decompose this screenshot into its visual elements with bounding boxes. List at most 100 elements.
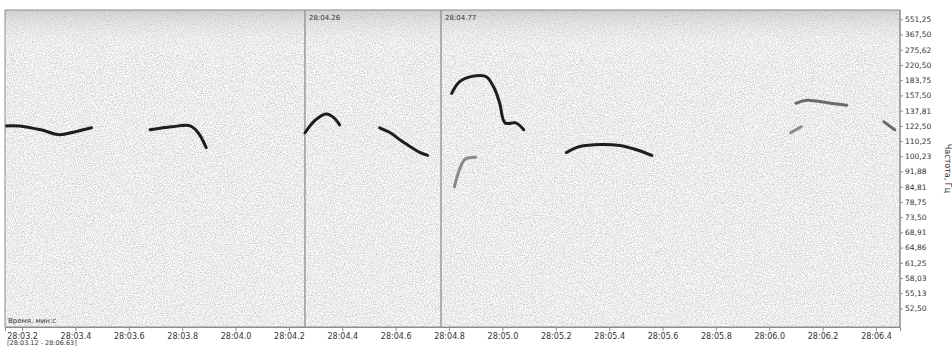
y-tick-label: 91,88 (905, 167, 927, 176)
x-tick-mark (182, 327, 183, 331)
contour (380, 128, 428, 156)
y-tick-mark (900, 156, 903, 157)
y-tick-mark (900, 263, 903, 264)
contour (454, 157, 475, 186)
y-tick-mark (900, 141, 903, 142)
x-tick-label: 28:03.8 (167, 332, 198, 341)
x-tick-mark (823, 327, 824, 331)
x-tick-label: 28:04.6 (381, 332, 412, 341)
contour (884, 122, 895, 130)
x-tick-mark (75, 327, 76, 331)
x-tick: 28:06.0 (754, 327, 785, 341)
x-tick-label: 28:05.0 (488, 332, 519, 341)
x-tick: 28:04.6 (381, 327, 412, 341)
y-tick-label: 61,25 (905, 259, 927, 268)
y-tick-mark (900, 95, 903, 96)
y-tick-mark (900, 232, 903, 233)
y-tick-label: 157,50 (905, 91, 931, 100)
y-tick-label: 84,81 (905, 183, 927, 192)
contour (452, 75, 524, 129)
contour (796, 100, 847, 105)
y-tick-mark (900, 126, 903, 127)
y-tick-mark (900, 80, 903, 81)
y-tick-mark (900, 65, 903, 66)
y-tick-mark (900, 50, 903, 51)
y-tick-label: 183,75 (905, 76, 931, 85)
x-tick-mark (716, 327, 717, 331)
y-tick-mark (900, 171, 903, 172)
y-tick-mark (900, 111, 903, 112)
contour (791, 127, 802, 133)
chart: 28:04.2628:04.7728:03.228:03.428:03.628:… (0, 0, 952, 348)
y-tick-label: 58,03 (905, 274, 927, 283)
x-tick: 28:04.2 (274, 327, 305, 341)
x-axis: 28:03.228:03.428:03.628:03.828:04.028:04… (6, 327, 901, 341)
x-tick-mark (289, 327, 290, 331)
x-tick-mark (769, 327, 770, 331)
y-tick-label: 220,50 (905, 61, 931, 70)
y-axis-title: Частота, Гц (943, 144, 952, 194)
x-tick: 28:06.4 (861, 327, 892, 341)
y-tick-label: 137,81 (905, 107, 931, 116)
x-tick-mark (663, 327, 664, 331)
x-tick-label: 28:03.6 (114, 332, 145, 341)
x-tick-label: 28:06.2 (808, 332, 839, 341)
y-tick-label: 73,50 (905, 213, 927, 222)
y-tick-label: 55,13 (905, 289, 927, 298)
x-tick-label: 28:04.0 (221, 332, 252, 341)
x-tick-label: 28:05.2 (541, 332, 572, 341)
x-tick-mark (236, 327, 237, 331)
y-tick-label: 68,91 (905, 228, 927, 237)
x-tick-label: 28:05.6 (648, 332, 679, 341)
x-tick: 28:04.0 (221, 327, 252, 341)
subtitle: [28:03.12 - 28:06.63] (7, 339, 77, 347)
contour (5, 126, 91, 135)
x-axis-line (6, 328, 901, 332)
contour (566, 144, 651, 155)
x-tick-mark (342, 327, 343, 331)
y-tick-label: 367,50 (905, 30, 931, 39)
x-tick: 28:05.0 (488, 327, 519, 341)
y-tick-mark (900, 35, 903, 36)
y-tick-label: 122,50 (905, 122, 931, 131)
y-tick-mark (900, 217, 903, 218)
y-tick-label: 52,50 (905, 304, 927, 313)
y-tick-mark (900, 187, 903, 188)
y-tick-label: 110,25 (905, 137, 931, 146)
x-tick-mark (876, 327, 877, 331)
x-tick-label: 28:04.2 (274, 332, 305, 341)
y-tick-mark (900, 278, 903, 279)
x-tick-mark (502, 327, 503, 331)
y-tick-label: 551,25 (905, 15, 931, 24)
x-tick: 28:05.2 (541, 327, 572, 341)
marker-label: 28:04.26 (309, 14, 341, 22)
x-tick: 28:05.4 (594, 327, 625, 341)
x-tick: 28:05.6 (648, 327, 679, 341)
noise (5, 10, 900, 327)
x-tick-mark (129, 327, 130, 331)
x-tick: 28:04.8 (434, 327, 465, 341)
x-tick-label: 28:04.4 (327, 332, 358, 341)
marker-line (440, 10, 442, 327)
y-tick-mark (900, 248, 903, 249)
x-tick-label: 28:05.8 (701, 332, 732, 341)
background (5, 10, 900, 327)
y-axis-line (900, 10, 901, 327)
plot-area (5, 10, 895, 327)
noise-band (5, 10, 900, 55)
y-tick-mark (900, 202, 903, 203)
y-tick-label: 275,62 (905, 46, 931, 55)
x-tick-label: 28:05.4 (594, 332, 625, 341)
y-tick-label: 78,75 (905, 198, 927, 207)
y-tick-mark (900, 308, 903, 309)
x-tick-label: 28:04.8 (434, 332, 465, 341)
x-tick-mark (556, 327, 557, 331)
x-tick: 28:03.6 (114, 327, 145, 341)
y-tick-mark (900, 293, 903, 294)
x-tick-mark (609, 327, 610, 331)
x-tick: 28:05.8 (701, 327, 732, 341)
x-tick-label: 28:06.0 (754, 332, 785, 341)
x-tick-mark (396, 327, 397, 331)
plot-frame (5, 10, 900, 327)
x-tick-mark (449, 327, 450, 331)
